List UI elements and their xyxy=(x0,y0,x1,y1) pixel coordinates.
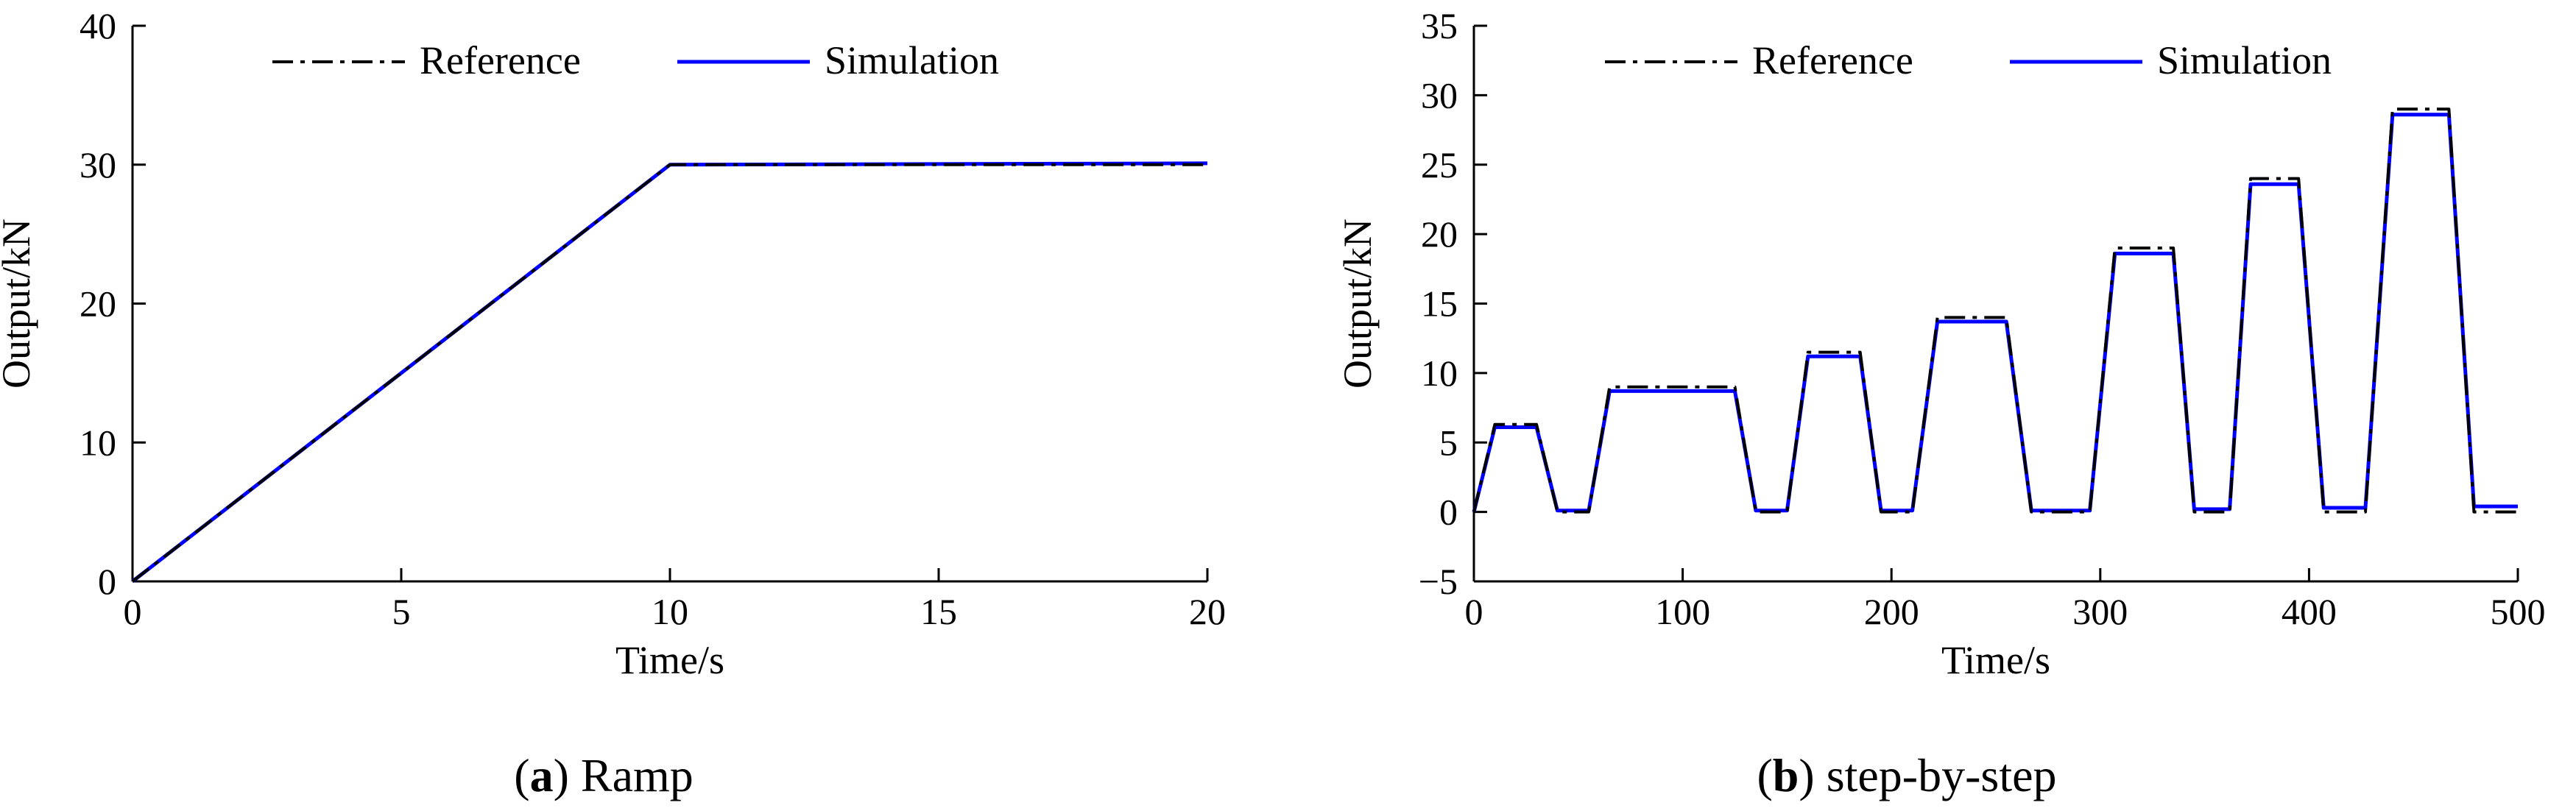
x-axis-label: Time/s xyxy=(1941,638,2050,682)
x-tick-label: 15 xyxy=(920,591,957,632)
y-tick-label: 20 xyxy=(1421,213,1458,255)
y-tick-label: 0 xyxy=(1439,492,1458,533)
x-tick-label: 20 xyxy=(1189,591,1226,632)
y-tick-label: 5 xyxy=(1439,422,1458,463)
x-tick-label: 5 xyxy=(392,591,411,632)
ramp-chart: 0 5 10 15 20 0 10 20 30 40 Time/s Output/kN Referenc… xyxy=(0,5,1226,682)
x-tick-label: 0 xyxy=(1465,591,1483,632)
y-axis-label: Output/kN xyxy=(1335,219,1380,389)
x-tick-label: 400 xyxy=(2282,591,2337,632)
x-axis-label: Time/s xyxy=(615,638,724,682)
y-tick-label: 20 xyxy=(80,283,116,325)
legend-reference-label: Reference xyxy=(1752,38,1913,82)
y-tick-label: 10 xyxy=(80,422,116,463)
y-tick-label: 30 xyxy=(80,144,116,185)
reference-series-line xyxy=(1472,107,2518,514)
y-tick-label: 10 xyxy=(1421,353,1458,394)
simulation-series-line xyxy=(131,161,1208,583)
simulation-series-line xyxy=(1472,113,2518,513)
step-by-step-chart: 0 100 200 300 400 500−505101520253035Time/sOu… xyxy=(1335,5,2546,682)
y-tick-label: −5 xyxy=(1419,561,1458,602)
x-tick-label: 100 xyxy=(1655,591,1710,632)
x-tick-label: 0 xyxy=(124,591,142,632)
y-axis-label: Output/kN xyxy=(0,219,38,389)
x-tick-label: 500 xyxy=(2491,591,2546,632)
caption-b: (b) step-by-step xyxy=(1757,749,2056,801)
legend-reference-label: Reference xyxy=(420,38,581,82)
legend-simulation-label: Simulation xyxy=(2157,38,2332,82)
y-tick-label: 15 xyxy=(1421,283,1458,325)
caption-a: (a) Ramp xyxy=(514,749,694,801)
y-tick-label: 25 xyxy=(1421,144,1458,185)
x-tick-label: 200 xyxy=(1864,591,1919,632)
legend-simulation-label: Simulation xyxy=(825,38,999,82)
y-tick-label: 35 xyxy=(1421,5,1458,46)
x-tick-label: 10 xyxy=(652,591,688,632)
y-tick-label: 30 xyxy=(1421,74,1458,116)
x-tick-label: 300 xyxy=(2072,591,2128,632)
reference-series-line xyxy=(131,163,1207,583)
y-tick-label: 40 xyxy=(80,5,116,46)
y-tick-label: 0 xyxy=(98,561,116,602)
